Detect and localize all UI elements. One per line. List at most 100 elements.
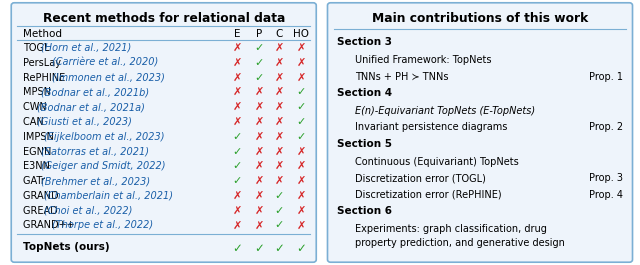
- Text: ✓: ✓: [275, 191, 284, 201]
- Text: ✓: ✓: [232, 242, 242, 255]
- Text: ✗: ✗: [232, 220, 242, 231]
- Text: (Eijkelboom et al., 2023): (Eijkelboom et al., 2023): [45, 132, 165, 142]
- Text: TNNs + PH ≻ TNNs: TNNs + PH ≻ TNNs: [355, 72, 449, 82]
- Text: (Horn et al., 2021): (Horn et al., 2021): [41, 43, 131, 53]
- Text: ✓: ✓: [275, 220, 284, 231]
- FancyBboxPatch shape: [328, 3, 632, 262]
- Text: ✓: ✓: [296, 132, 306, 142]
- Text: ✓: ✓: [254, 43, 264, 53]
- Text: ✗: ✗: [275, 87, 284, 97]
- Text: (Chamberlain et al., 2021): (Chamberlain et al., 2021): [45, 191, 173, 201]
- Text: ✓: ✓: [254, 58, 264, 68]
- Text: Invariant persistence diagrams: Invariant persistence diagrams: [355, 122, 508, 132]
- Text: ✗: ✗: [254, 220, 264, 231]
- Text: ✗: ✗: [275, 73, 284, 83]
- Text: ✗: ✗: [296, 191, 306, 201]
- Text: ✗: ✗: [254, 87, 264, 97]
- Text: ✗: ✗: [275, 161, 284, 171]
- Text: MPSN: MPSN: [24, 87, 54, 97]
- Text: GRAND++: GRAND++: [24, 220, 78, 231]
- Text: ✗: ✗: [296, 220, 306, 231]
- Text: RePHINE: RePHINE: [24, 73, 69, 83]
- Text: ✗: ✗: [275, 132, 284, 142]
- Text: Method: Method: [24, 29, 63, 39]
- Text: EGNN: EGNN: [24, 147, 55, 157]
- Text: E: E: [234, 29, 240, 39]
- Text: HO: HO: [293, 29, 309, 39]
- Text: Experiments: graph classification, drug: Experiments: graph classification, drug: [355, 224, 547, 234]
- Text: TOGL: TOGL: [24, 43, 53, 53]
- Text: TopNets (ours): TopNets (ours): [24, 242, 110, 252]
- Text: ✗: ✗: [296, 147, 306, 157]
- Text: ✓: ✓: [232, 176, 242, 186]
- Text: ✓: ✓: [232, 132, 242, 142]
- Text: Section 3: Section 3: [337, 37, 392, 47]
- Text: ✓: ✓: [275, 206, 284, 216]
- Text: ✗: ✗: [275, 58, 284, 68]
- Text: ✗: ✗: [232, 191, 242, 201]
- Text: ✗: ✗: [296, 161, 306, 171]
- Text: ✓: ✓: [296, 242, 306, 255]
- Text: ✓: ✓: [296, 102, 306, 112]
- Text: (Thorpe et al., 2022): (Thorpe et al., 2022): [51, 220, 152, 231]
- Text: ✗: ✗: [232, 58, 242, 68]
- Text: Discretization error (RePHINE): Discretization error (RePHINE): [355, 189, 502, 200]
- Text: ✗: ✗: [232, 206, 242, 216]
- Text: ✗: ✗: [275, 43, 284, 53]
- Text: CWN: CWN: [24, 102, 51, 112]
- Text: Prop. 1: Prop. 1: [589, 72, 623, 82]
- Text: Continuous (Equivariant) TopNets: Continuous (Equivariant) TopNets: [355, 157, 518, 167]
- Text: ✓: ✓: [254, 242, 264, 255]
- Text: Prop. 4: Prop. 4: [589, 189, 623, 200]
- Text: GRAND: GRAND: [24, 191, 62, 201]
- Text: C: C: [275, 29, 283, 39]
- Text: Main contributions of this work: Main contributions of this work: [372, 12, 588, 25]
- Text: ✗: ✗: [254, 132, 264, 142]
- Text: ✓: ✓: [232, 147, 242, 157]
- Text: ✗: ✗: [254, 147, 264, 157]
- Text: ✗: ✗: [254, 117, 264, 127]
- Text: ✗: ✗: [254, 191, 264, 201]
- Text: CAN: CAN: [24, 117, 47, 127]
- Text: ✗: ✗: [254, 161, 264, 171]
- Text: ✗: ✗: [296, 58, 306, 68]
- Text: ✓: ✓: [254, 73, 264, 83]
- FancyBboxPatch shape: [12, 3, 316, 262]
- Text: ✗: ✗: [254, 102, 264, 112]
- Text: (Brehmer et al., 2023): (Brehmer et al., 2023): [41, 176, 150, 186]
- Text: GREAD: GREAD: [24, 206, 61, 216]
- Text: property prediction, and generative design: property prediction, and generative desi…: [355, 238, 565, 249]
- Text: GATr: GATr: [24, 176, 49, 186]
- Text: Discretization error (TOGL): Discretization error (TOGL): [355, 173, 486, 183]
- Text: Unified Framework: TopNets: Unified Framework: TopNets: [355, 55, 492, 65]
- Text: ✗: ✗: [254, 176, 264, 186]
- Text: ✗: ✗: [232, 102, 242, 112]
- Text: P: P: [256, 29, 262, 39]
- Text: E(n)-Equivariant TopNets (E-TopNets): E(n)-Equivariant TopNets (E-TopNets): [355, 106, 535, 116]
- Text: (Satorras et al., 2021): (Satorras et al., 2021): [41, 147, 149, 157]
- Text: IMPSN: IMPSN: [24, 132, 58, 142]
- Text: (Immonen et al., 2023): (Immonen et al., 2023): [51, 73, 164, 83]
- Text: (Bodnar et al., 2021a): (Bodnar et al., 2021a): [38, 102, 145, 112]
- Text: ✗: ✗: [232, 43, 242, 53]
- Text: ✓: ✓: [232, 161, 242, 171]
- Text: Recent methods for relational data: Recent methods for relational data: [42, 12, 285, 25]
- Text: ✗: ✗: [232, 117, 242, 127]
- Text: ✗: ✗: [296, 206, 306, 216]
- Text: Section 5: Section 5: [337, 139, 392, 149]
- Text: Prop. 3: Prop. 3: [589, 173, 623, 183]
- Text: ✗: ✗: [296, 73, 306, 83]
- Text: ✗: ✗: [275, 102, 284, 112]
- Text: ✗: ✗: [232, 73, 242, 83]
- Text: (Carrière et al., 2020): (Carrière et al., 2020): [51, 58, 157, 68]
- Text: PersLay: PersLay: [24, 58, 65, 68]
- Text: ✗: ✗: [296, 176, 306, 186]
- Text: ✗: ✗: [254, 206, 264, 216]
- Text: ✗: ✗: [296, 43, 306, 53]
- Text: ✗: ✗: [275, 147, 284, 157]
- Text: Section 6: Section 6: [337, 206, 392, 216]
- Text: (Choi et al., 2022): (Choi et al., 2022): [45, 206, 133, 216]
- Text: Section 4: Section 4: [337, 88, 392, 98]
- Text: ✓: ✓: [296, 87, 306, 97]
- Text: ✗: ✗: [275, 117, 284, 127]
